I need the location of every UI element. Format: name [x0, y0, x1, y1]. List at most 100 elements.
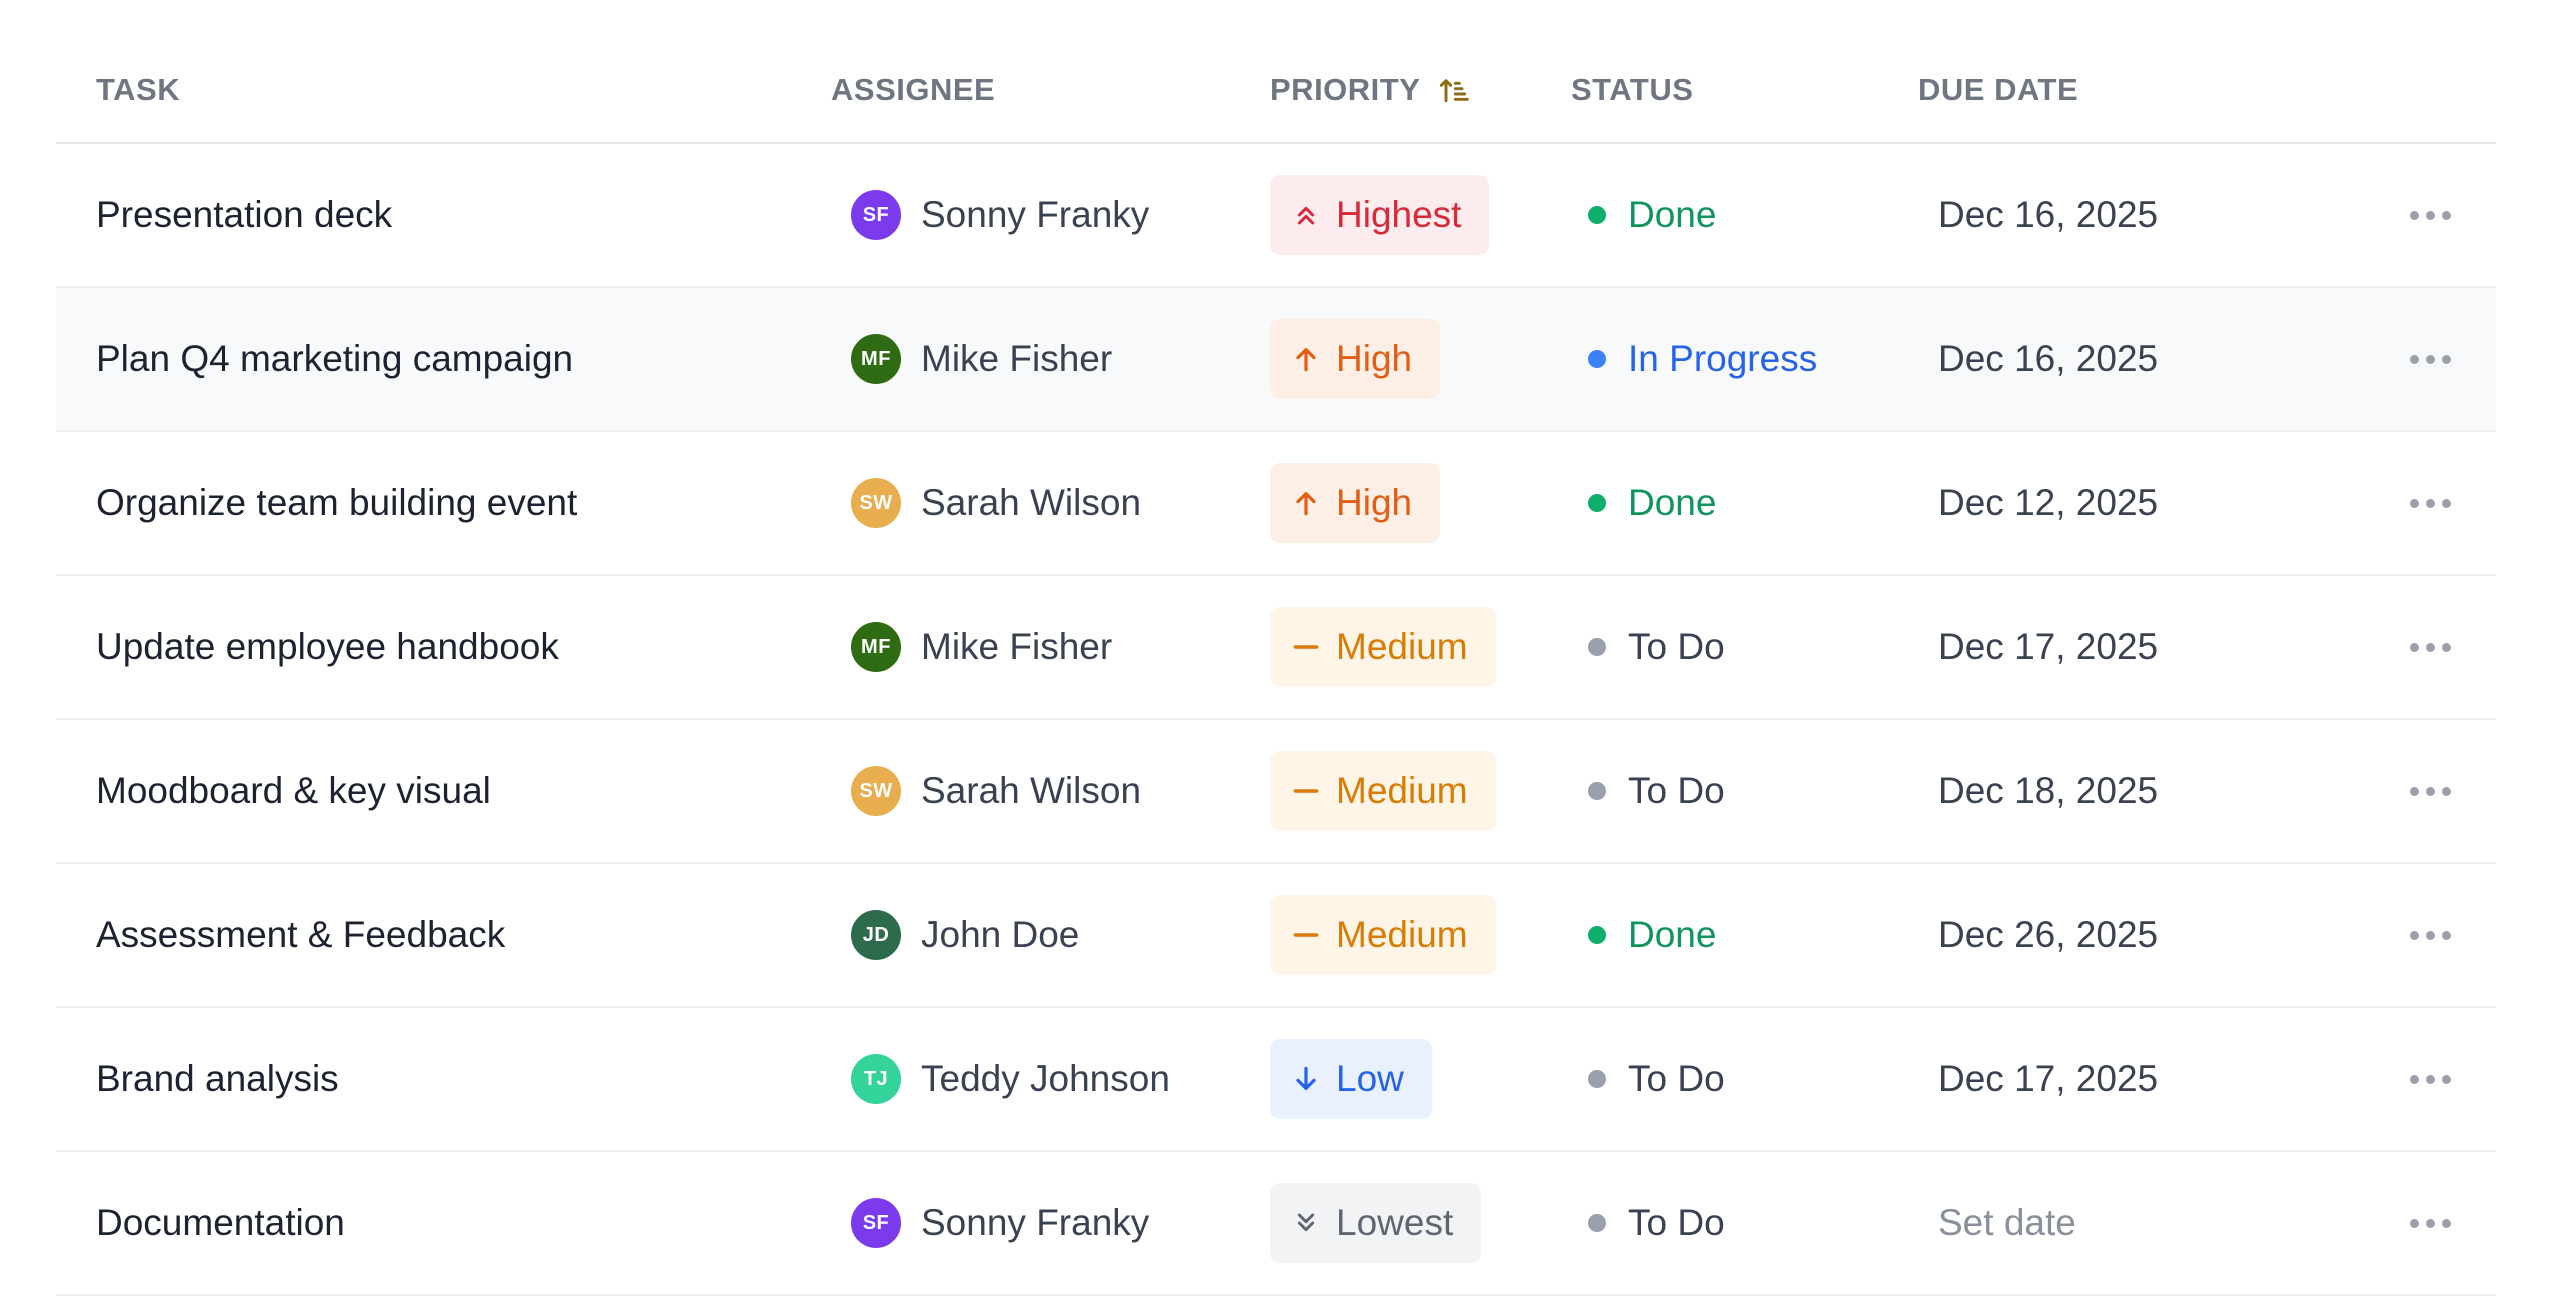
- table-row[interactable]: Documentation SF Sonny Franky Lowest To …: [56, 1152, 2496, 1296]
- assignee-name: Sonny Franky: [921, 1202, 1150, 1243]
- more-horizontal-icon[interactable]: [2400, 720, 2460, 862]
- priority-cell[interactable]: High: [1270, 432, 1441, 574]
- more-dot: [2425, 642, 2435, 652]
- more-dot: [2425, 354, 2435, 364]
- status-cell[interactable]: To Do: [1588, 720, 1725, 862]
- sort-ascending-icon[interactable]: [1438, 74, 1470, 106]
- status-dot-icon: [1588, 926, 1606, 944]
- table-row[interactable]: Assessment & Feedback JD John Doe Medium…: [56, 864, 2496, 1008]
- assignee-cell[interactable]: TJ Teddy Johnson: [851, 1008, 1170, 1150]
- column-header-task[interactable]: TASK: [96, 72, 180, 108]
- table-row[interactable]: Brand analysis TJ Teddy Johnson Low To D…: [56, 1008, 2496, 1152]
- status-dot-icon: [1588, 350, 1606, 368]
- column-header-assignee[interactable]: ASSIGNEE: [831, 72, 995, 108]
- status-label: Done: [1628, 482, 1717, 523]
- priority-cell[interactable]: High: [1270, 288, 1441, 430]
- more-dot: [2425, 930, 2435, 940]
- due-date[interactable]: Dec 18, 2025: [1938, 770, 2159, 811]
- priority-badge[interactable]: High: [1270, 319, 1441, 399]
- more-horizontal-icon[interactable]: [2400, 144, 2460, 286]
- assignee-name: Mike Fisher: [921, 338, 1113, 379]
- priority-cell[interactable]: Highest: [1270, 144, 1490, 286]
- priority-badge[interactable]: Lowest: [1270, 1183, 1482, 1263]
- priority-cell[interactable]: Medium: [1270, 576, 1496, 718]
- due-date[interactable]: Set date: [1938, 1202, 2076, 1243]
- task-name[interactable]: Moodboard & key visual: [96, 770, 491, 811]
- column-header-due-date[interactable]: DUE DATE: [1918, 72, 2078, 108]
- more-horizontal-icon[interactable]: [2400, 1008, 2460, 1150]
- more-dot: [2409, 1218, 2419, 1228]
- more-dot: [2409, 786, 2419, 796]
- assignee-cell[interactable]: MF Mike Fisher: [851, 288, 1112, 430]
- priority-badge[interactable]: Medium: [1270, 751, 1496, 831]
- more-horizontal-icon[interactable]: [2400, 288, 2460, 430]
- priority-badge[interactable]: Low: [1270, 1039, 1432, 1119]
- more-dot: [2441, 642, 2451, 652]
- more-horizontal-icon[interactable]: [2400, 576, 2460, 718]
- priority-badge[interactable]: Medium: [1270, 895, 1496, 975]
- task-name[interactable]: Plan Q4 marketing campaign: [96, 338, 574, 379]
- chevrons-up-icon: [1297, 206, 1315, 225]
- arrow-up-icon: [1296, 348, 1316, 372]
- assignee-cell[interactable]: MF Mike Fisher: [851, 576, 1112, 718]
- priority-badge[interactable]: Highest: [1270, 175, 1490, 255]
- due-date[interactable]: Dec 16, 2025: [1938, 338, 2159, 379]
- priority-cell[interactable]: Medium: [1270, 864, 1496, 1006]
- more-dot: [2409, 642, 2419, 652]
- task-name[interactable]: Assessment & Feedback: [96, 914, 506, 955]
- priority-cell[interactable]: Low: [1270, 1008, 1432, 1150]
- table-row[interactable]: Plan Q4 marketing campaign MF Mike Fishe…: [56, 288, 2496, 432]
- task-name[interactable]: Brand analysis: [96, 1058, 339, 1099]
- priority-cell[interactable]: Lowest: [1270, 1152, 1482, 1294]
- status-cell[interactable]: To Do: [1588, 1152, 1725, 1294]
- table-row[interactable]: Presentation deck SF Sonny Franky Highes…: [56, 144, 2496, 288]
- assignee-cell[interactable]: SF Sonny Franky: [851, 144, 1149, 286]
- table-row[interactable]: Update employee handbook MF Mike Fisher …: [56, 576, 2496, 720]
- more-horizontal-icon[interactable]: [2400, 864, 2460, 1006]
- due-date[interactable]: Dec 17, 2025: [1938, 626, 2159, 667]
- status-cell[interactable]: To Do: [1588, 1008, 1725, 1150]
- status-cell[interactable]: Done: [1588, 864, 1716, 1006]
- more-dot: [2425, 210, 2435, 220]
- avatar: SW: [851, 766, 901, 816]
- task-name[interactable]: Documentation: [96, 1202, 345, 1243]
- column-header-status[interactable]: STATUS: [1571, 72, 1693, 108]
- more-dot: [2425, 1074, 2435, 1084]
- assignee-cell[interactable]: JD John Doe: [851, 864, 1079, 1006]
- status-cell[interactable]: Done: [1588, 144, 1716, 286]
- status-cell[interactable]: In Progress: [1588, 288, 1817, 430]
- arrow-down-icon: [1296, 1066, 1316, 1090]
- priority-label: Medium: [1336, 770, 1468, 811]
- status-cell[interactable]: Done: [1588, 432, 1716, 574]
- column-header-priority[interactable]: PRIORITY: [1270, 72, 1470, 108]
- status-label: Done: [1628, 194, 1717, 235]
- status-label: In Progress: [1628, 338, 1818, 379]
- task-name[interactable]: Organize team building event: [96, 482, 578, 523]
- more-dot: [2409, 210, 2419, 220]
- more-dot: [2441, 930, 2451, 940]
- assignee-cell[interactable]: SF Sonny Franky: [851, 1152, 1149, 1294]
- table-row[interactable]: Moodboard & key visual SW Sarah Wilson M…: [56, 720, 2496, 864]
- priority-cell[interactable]: Medium: [1270, 720, 1496, 862]
- more-dot: [2409, 354, 2419, 364]
- task-name[interactable]: Presentation deck: [96, 194, 393, 235]
- more-horizontal-icon[interactable]: [2400, 432, 2460, 574]
- priority-badge[interactable]: High: [1270, 463, 1441, 543]
- assignee-cell[interactable]: SW Sarah Wilson: [851, 432, 1141, 574]
- assignee-cell[interactable]: SW Sarah Wilson: [851, 720, 1141, 862]
- due-date[interactable]: Dec 17, 2025: [1938, 1058, 2159, 1099]
- due-date[interactable]: Dec 16, 2025: [1938, 194, 2159, 235]
- due-date[interactable]: Dec 12, 2025: [1938, 482, 2159, 523]
- due-date[interactable]: Dec 26, 2025: [1938, 914, 2159, 955]
- priority-label: High: [1336, 482, 1413, 523]
- status-cell[interactable]: To Do: [1588, 576, 1725, 718]
- more-horizontal-icon[interactable]: [2400, 1152, 2460, 1294]
- table-row[interactable]: Organize team building event SW Sarah Wi…: [56, 432, 2496, 576]
- status-dot-icon: [1588, 494, 1606, 512]
- task-table: TASK ASSIGNEE PRIORITY STATUS DUE DATE P…: [56, 0, 2496, 1296]
- task-name[interactable]: Update employee handbook: [96, 626, 559, 667]
- status-label: To Do: [1628, 1202, 1725, 1243]
- priority-badge[interactable]: Medium: [1270, 607, 1496, 687]
- avatar: MF: [851, 622, 901, 672]
- column-header-status-label: STATUS: [1571, 72, 1694, 107]
